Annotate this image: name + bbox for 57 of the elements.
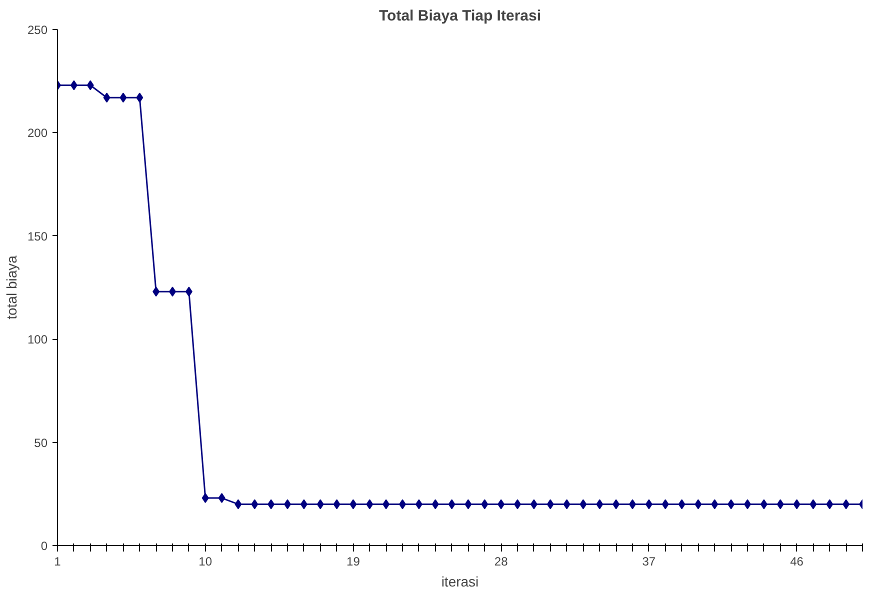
point — [662, 499, 669, 510]
point — [300, 499, 308, 510]
point — [678, 499, 686, 510]
point — [202, 493, 209, 504]
point — [448, 499, 456, 510]
point — [70, 80, 78, 90]
point — [645, 499, 652, 510]
point — [103, 92, 110, 103]
x-tick-label: 46 — [790, 554, 804, 568]
point — [415, 499, 422, 510]
x-tick-label: 10 — [198, 554, 212, 568]
point — [152, 286, 160, 297]
point — [612, 499, 620, 510]
x-tick-label: 19 — [346, 554, 360, 568]
point — [350, 499, 357, 510]
point — [136, 92, 144, 103]
point — [234, 499, 242, 510]
point — [694, 499, 702, 510]
point — [842, 499, 850, 510]
point — [382, 499, 390, 510]
point — [530, 499, 538, 510]
y-axis-title: total biaya — [3, 255, 20, 320]
y-tick-label: 150 — [27, 229, 48, 244]
point — [563, 499, 570, 510]
point — [596, 499, 604, 510]
point — [481, 499, 488, 510]
point — [776, 499, 784, 510]
point — [366, 499, 374, 510]
x-tick-label: 1 — [54, 554, 62, 568]
point — [793, 499, 800, 510]
point — [268, 499, 275, 510]
chart-title: Total Biaya Tiap Iterasi — [379, 8, 542, 24]
point — [464, 499, 472, 510]
y-tick-label: 50 — [34, 436, 48, 450]
y-tick-label: 0 — [40, 539, 48, 553]
point — [432, 499, 439, 510]
point — [333, 499, 340, 510]
point — [580, 499, 587, 510]
point — [760, 499, 768, 510]
point — [316, 499, 324, 510]
y-tick-label: 100 — [27, 332, 48, 347]
x-tick-label: 28 — [494, 554, 508, 568]
y-tick-label: 200 — [27, 126, 48, 140]
point — [826, 499, 834, 510]
point — [185, 286, 192, 297]
x-axis-title: iterasi — [441, 574, 479, 590]
point — [120, 92, 127, 103]
point — [810, 499, 817, 510]
point — [711, 499, 718, 510]
point — [546, 499, 554, 510]
point — [251, 499, 258, 510]
y-tick-label: 250 — [27, 23, 48, 37]
point — [86, 80, 94, 90]
point — [728, 499, 735, 510]
point — [218, 493, 226, 504]
point — [498, 499, 505, 510]
x-tick-label: 37 — [642, 554, 656, 568]
